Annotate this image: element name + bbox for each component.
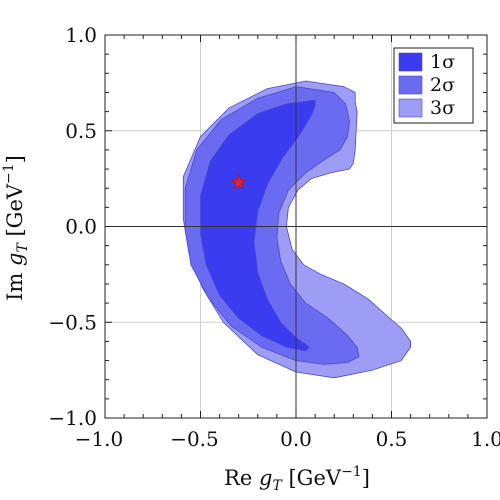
best-fit-layer [230, 174, 247, 190]
x-tick-label: 1.0 [471, 427, 500, 451]
y-tick-label: −0.5 [48, 310, 97, 334]
legend-label: 3σ [430, 97, 455, 119]
y-tick-label: 0.5 [65, 119, 97, 143]
zero-axes [105, 35, 487, 418]
x-tick-label: −0.5 [170, 427, 219, 451]
legend-swatch [398, 52, 423, 72]
y-tick-labels: −1.0 −0.5 0.0 0.5 1.0 [48, 23, 97, 430]
x-tick-label: 0.5 [376, 427, 408, 451]
contour-regions [182, 80, 411, 379]
legend-label: 2σ [430, 74, 455, 96]
legend-swatch [398, 98, 423, 118]
legend-swatch [398, 75, 423, 95]
contour-region-1sigma [200, 99, 316, 352]
best-fit-star [230, 174, 247, 190]
legend-label: 1σ [430, 51, 455, 73]
plot-frame-outline [104, 34, 488, 419]
x-tick-labels: −1.0 −0.5 0.0 0.5 1.0 [75, 427, 500, 451]
y-tick-label: −1.0 [48, 406, 97, 430]
y-tick-label: 1.0 [65, 23, 97, 47]
x-tick-label: −1.0 [75, 427, 124, 451]
y-tick-label: 0.0 [65, 215, 97, 239]
x-tick-label: 0.0 [280, 427, 312, 451]
